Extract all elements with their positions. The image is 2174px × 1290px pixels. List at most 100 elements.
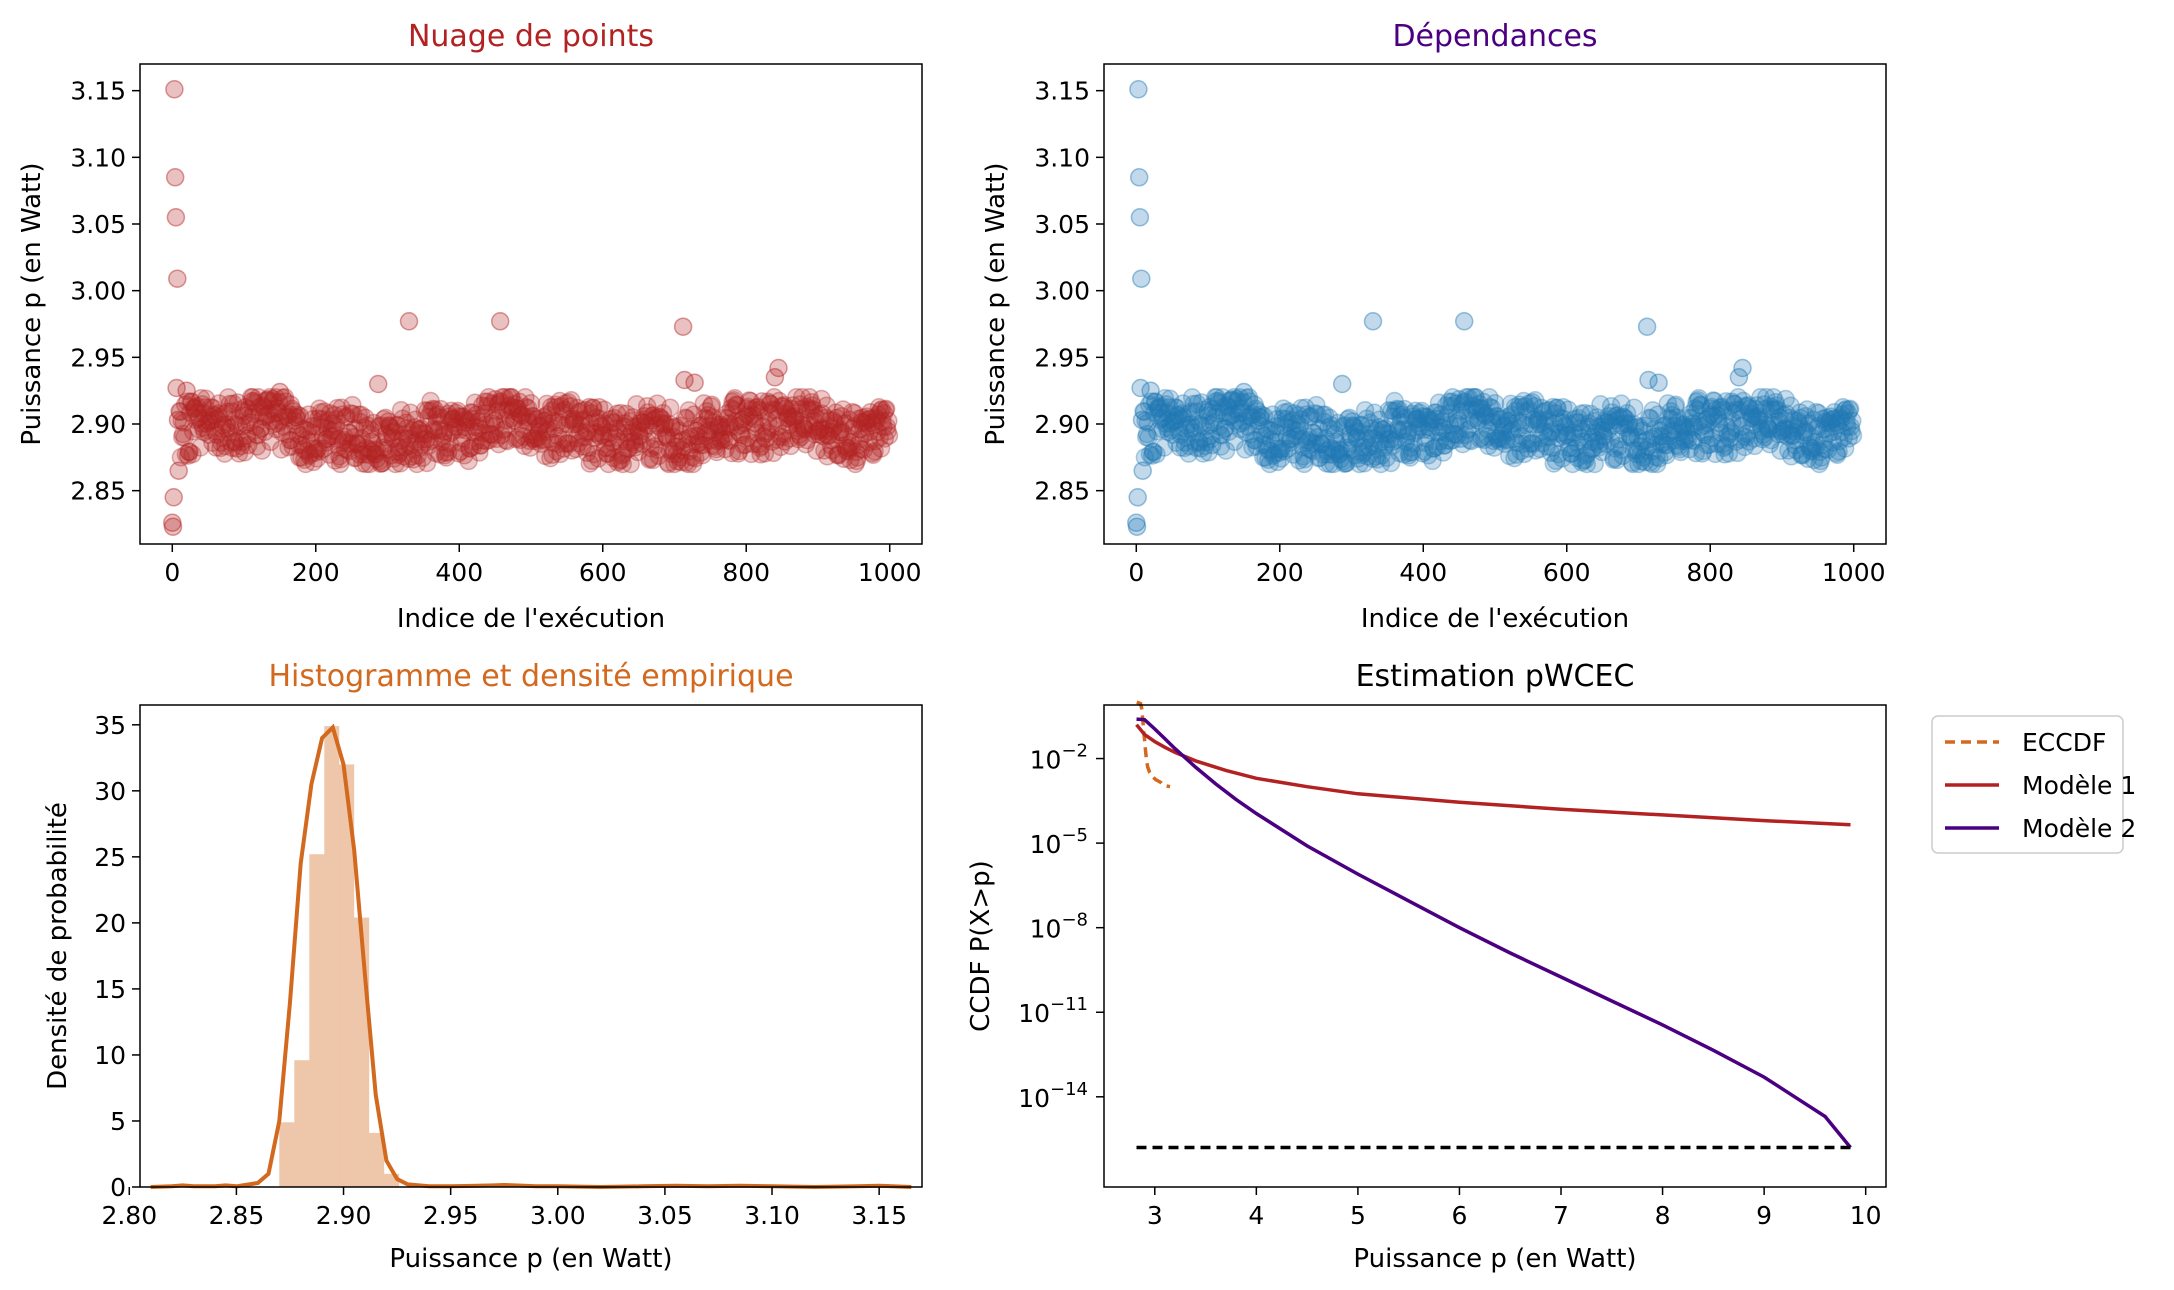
red-point [307,449,327,468]
blue-outlier-point [1132,269,1151,288]
blue-outlier-point [1454,312,1474,331]
red-point [492,425,511,445]
blue-point [1328,413,1348,433]
blue-point [1572,453,1592,472]
red-point [780,429,800,448]
red-point [480,425,500,444]
blue-point [1523,434,1543,454]
red-point [345,419,365,438]
red-point [505,411,524,431]
blue-point [1739,432,1759,451]
red-point [281,395,300,414]
red-point [249,398,269,417]
red-point [244,404,263,423]
x-tick-label: 600 [1543,558,1591,587]
blue-point [1564,423,1584,442]
blue-point [1434,436,1454,455]
blue-point [1705,391,1724,411]
blue-point [1731,430,1751,449]
red-point [357,438,376,458]
blue-point [1750,411,1769,430]
blue-point [1338,410,1358,429]
red-point [507,398,526,418]
red-point [180,403,200,423]
red-point [381,446,401,465]
red-point [842,437,861,457]
red-point [818,447,837,466]
red-point [206,438,226,457]
red-point [635,406,654,426]
blue-point [1357,409,1376,428]
blue-outlier-point [1649,373,1668,392]
blue-point [1668,413,1688,432]
blue-point [1280,430,1300,449]
red-point [876,400,895,420]
red-point [184,398,204,418]
red-point [694,394,714,413]
y-tick-label: 3.10 [70,143,126,172]
red-point [219,423,239,442]
red-point [426,443,445,463]
red-point [855,413,874,432]
red-point [783,396,803,415]
blue-point [1598,421,1617,441]
blue-point [1449,411,1468,431]
blue-point [1138,413,1158,432]
red-point [800,388,819,407]
red-point [517,407,536,427]
red-point [792,388,812,407]
red-point [477,397,497,416]
blue-point [1274,441,1294,461]
red-point [367,449,387,469]
red-point [797,430,817,450]
blue-point [1723,412,1742,431]
red-point [247,437,267,456]
red-point [190,408,209,427]
red-point [508,399,528,419]
blue-point [1447,394,1466,413]
red-point [361,425,381,444]
red-point [271,411,290,431]
blue-point [1566,413,1586,432]
red-point [342,434,361,454]
red-point [653,403,673,423]
blue-point [1766,392,1785,412]
blue-point [1431,422,1451,442]
red-point [339,423,359,442]
blue-point [1556,416,1575,435]
red-point [560,410,579,429]
blue-point [1475,406,1495,426]
blue-point [1408,409,1428,429]
red-point [218,388,238,407]
red-point [856,411,876,431]
blue-point [1746,407,1766,426]
blue-point [1701,405,1721,424]
blue-point [1621,427,1640,446]
red-point [790,425,809,444]
blue-point [1370,432,1390,451]
blue-point [1198,406,1218,426]
red-point [582,451,602,471]
red-point [729,441,749,461]
x-tick-label: 800 [1686,558,1734,587]
blue-point [1313,405,1333,425]
blue-point [1447,408,1467,428]
y-tick-exponent: −2 [1061,741,1088,762]
blue-point [1372,446,1391,465]
blue-point [1147,422,1167,441]
red-point [352,429,371,448]
red-point [542,401,562,421]
blue-point [1298,430,1318,450]
y-axis-label-dependances: Puissance p (en Watt) [981,162,1011,445]
red-point [387,415,407,435]
blue-point [1396,408,1415,428]
red-point [262,411,281,431]
blue-point [1383,407,1402,427]
blue-point [1574,432,1594,451]
blue-point [1353,445,1372,464]
blue-point [1218,407,1237,427]
red-point [534,407,554,427]
red-point [767,430,787,449]
blue-point [1663,421,1683,440]
blue-point [1539,428,1559,447]
